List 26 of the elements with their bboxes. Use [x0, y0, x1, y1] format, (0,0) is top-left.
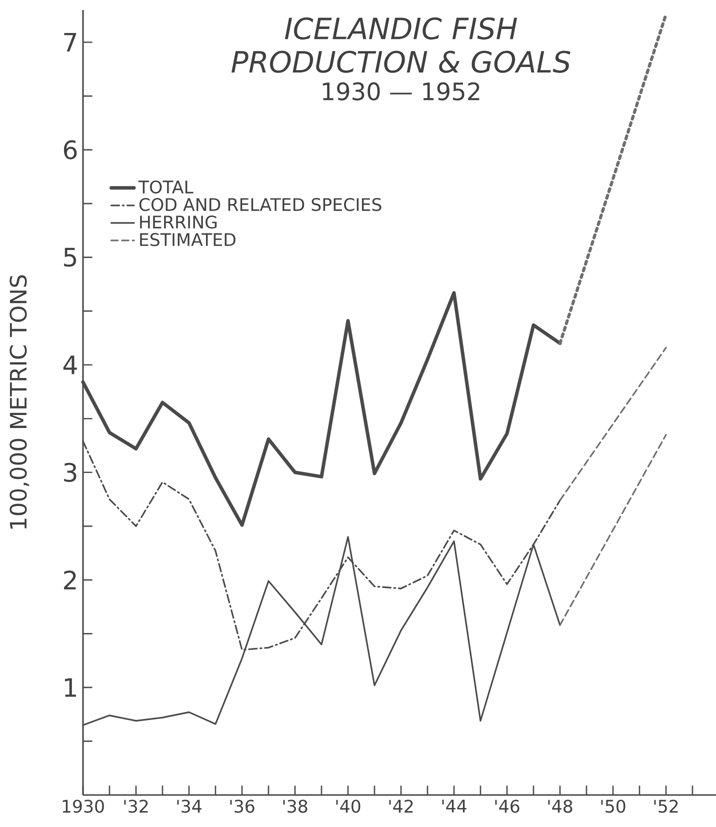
x-tick-label: '52	[654, 800, 678, 813]
legend-label: TOTAL	[138, 180, 194, 194]
legend-label: COD AND RELATED SPECIES	[139, 198, 382, 212]
x-tick-label: '40	[336, 800, 360, 813]
y-tick-label: 5	[64, 248, 76, 267]
y-axis-title: 100,000 METRIC TONS	[10, 275, 30, 529]
y-tick-label: 6	[64, 140, 77, 160]
legend-label: HERRING	[140, 216, 217, 229]
text: ICELANDIC FISH PRODUCTION & GOALS	[232, 17, 570, 73]
x-tick-label: '46	[495, 800, 520, 813]
x-tick-label: '44	[442, 800, 466, 812]
x-tick-label: '34	[177, 800, 202, 813]
y-tick-label: 7	[64, 33, 76, 52]
text: 1930 — 1952	[322, 82, 480, 100]
legend-label: ESTIMATED	[140, 233, 236, 246]
x-tick-label: '50	[601, 800, 626, 813]
x-tick-label: '32	[124, 800, 148, 813]
x-tick-label: '42	[389, 800, 413, 813]
y-tick-label: 1	[64, 678, 76, 697]
x-tick-label: '48	[548, 800, 572, 813]
x-tick-label: 1930	[62, 800, 104, 813]
y-tick-label: 2	[64, 570, 76, 590]
x-tick-label: '38	[283, 800, 308, 813]
x-tick-label: '36	[230, 800, 254, 813]
y-tick-label: 3	[64, 462, 76, 482]
y-tick-label: 4	[63, 356, 77, 374]
